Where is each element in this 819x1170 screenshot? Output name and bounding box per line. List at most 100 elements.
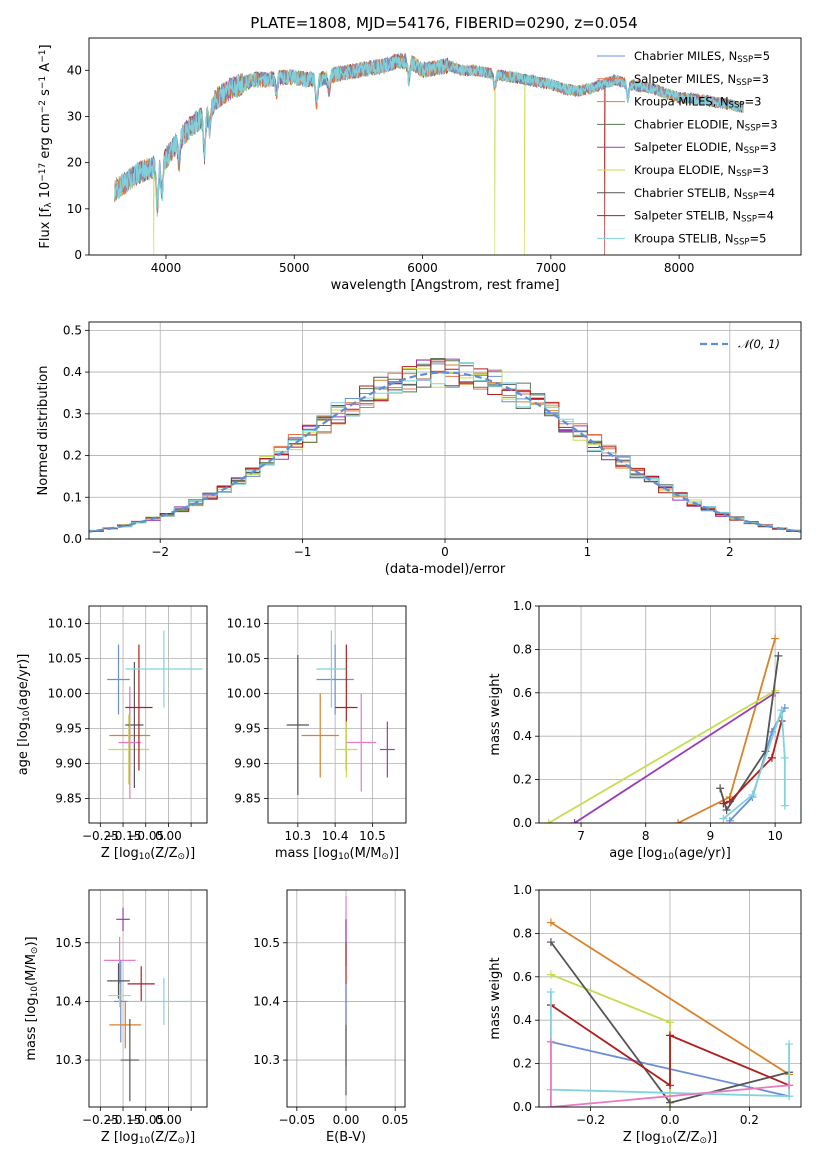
- weight-marker: [546, 1103, 555, 1107]
- legend-label: Chabrier ELODIE, NSSP=3: [634, 117, 778, 133]
- legend-name: Kroupa MILES, N: [634, 95, 729, 109]
- axes-frame: [538, 889, 802, 1108]
- y-tick-label: 0.4: [513, 729, 532, 743]
- label-segment: 10: [139, 1136, 151, 1146]
- x-tick-label: −0.2: [576, 1113, 605, 1127]
- weight-marker: [546, 987, 555, 996]
- label-segment: 10: [662, 852, 674, 862]
- label-segment: A: [38, 63, 53, 76]
- label-segment: log: [318, 846, 338, 861]
- age-vs-metallicity-panel: −0.25−0.15−0.050.00 9.85 9.90 9.95 10.00 10.0…: [16, 605, 208, 862]
- weight-vs-metallicity-panel: −0.2 0.0 0.2 0.0 0.2 0.4 0.6 0.8 1.0 Z [log10(Z/Z…: [488, 883, 802, 1146]
- axis-ticks: −0.25−0.15−0.050.00 9.85 9.90 9.95 10.00 10.0…: [48, 617, 192, 843]
- label-segment: )]: [707, 1130, 717, 1145]
- weight-marker: [785, 1040, 794, 1049]
- y-tick-label: 10.5: [253, 936, 280, 950]
- label-segment: log: [641, 1130, 661, 1145]
- label-segment: (data-model)/error: [385, 562, 506, 577]
- x-tick-label: 8000: [664, 261, 695, 275]
- weight-marker: [666, 1081, 674, 1090]
- legend-name: Chabrier MILES, N: [634, 49, 737, 63]
- x-axis-label: Z [log10(Z/Z⊙)]: [101, 846, 195, 862]
- legend-label: Chabrier MILES, NSSP=5: [634, 49, 770, 65]
- label-segment: log: [119, 1130, 139, 1145]
- y-tick-label: 10.10: [48, 617, 82, 631]
- x-tick-label: −0.15: [105, 1113, 142, 1127]
- label-segment: −1: [38, 50, 48, 63]
- label-segment: )]: [185, 846, 195, 861]
- x-tick-label: 0.00: [155, 1113, 182, 1127]
- x-tick-label: 9: [707, 829, 715, 843]
- grid-lines: [539, 605, 801, 824]
- y-tick-label: 9.95: [234, 722, 261, 736]
- y-tick-label: 10.00: [48, 687, 82, 701]
- y-tick-label: 0.8: [513, 642, 532, 656]
- axes-frame: [267, 605, 407, 824]
- y-tick-label: 10.10: [227, 617, 261, 631]
- age-vs-mass-panel: 10.3 10.4 10.5 9.85 9.90 9.95 10.00 10.05 10.10 m…: [227, 605, 407, 862]
- label-segment: )]: [185, 1130, 195, 1145]
- x-tick-label: −0.25: [82, 1113, 119, 1127]
- legend-label: 𝒩(0, 1): [738, 337, 780, 351]
- label-segment: 10: [38, 182, 53, 203]
- legend-name: Chabrier ELODIE, N: [634, 117, 745, 131]
- x-tick-label: 7: [577, 829, 585, 843]
- weight-marker: [719, 814, 728, 823]
- weight-marker: [767, 753, 776, 762]
- x-tick-label: 1: [584, 545, 592, 559]
- label-segment: mass [: [275, 846, 318, 861]
- x-tick-label: 0.00: [155, 829, 182, 843]
- legend-sub: SSP: [729, 101, 745, 111]
- x-tick-label: 5000: [279, 261, 310, 275]
- y-tick-label: 9.85: [55, 792, 82, 806]
- plot-area: [103, 907, 201, 1102]
- y-axis-label: mass weight: [488, 957, 503, 1039]
- label-segment: (Z/Z: [150, 1130, 177, 1145]
- y-axis-label: mass weight: [488, 673, 503, 755]
- label-segment: )]: [389, 846, 399, 861]
- x-axis-label: mass [log10(M/M⊙)]: [275, 846, 399, 862]
- plot-area: [546, 918, 794, 1107]
- label-segment: ⊙: [381, 852, 389, 862]
- y-tick-label: 0.2: [63, 449, 82, 463]
- label-segment: ⊙: [699, 1136, 707, 1146]
- weight-line-5: [550, 973, 671, 1107]
- y-tick-label: 0.0: [63, 532, 82, 546]
- y-tick-label: 0.0: [513, 816, 532, 830]
- legend-suffix: =3: [752, 72, 769, 86]
- y-tick-label: 10.4: [55, 994, 82, 1008]
- weight-line-9: [550, 1041, 790, 1107]
- legend-suffix: =3: [744, 95, 761, 109]
- label-segment: )]: [24, 936, 39, 946]
- legend-name: Salpeter ELODIE, N: [634, 140, 744, 154]
- weight-marker: [780, 753, 789, 762]
- legend-suffix: =5: [753, 49, 770, 63]
- grid-lines: [89, 890, 207, 1107]
- legend-sub: SSP: [744, 146, 760, 156]
- weight-marker: [674, 819, 683, 823]
- label-segment: (age/yr)]: [16, 654, 31, 711]
- figure-title: PLATE=1808, MJD=54176, FIBERID=0290, z=0…: [250, 14, 637, 32]
- x-tick-label: 10.5: [359, 829, 386, 843]
- axis-ticks: −0.25−0.15−0.050.00 10.3 10.4 10.5: [55, 936, 192, 1127]
- label-segment: −1: [38, 76, 48, 89]
- legend-name: Kroupa STELIB, N: [634, 231, 734, 245]
- plot-area: [114, 52, 744, 255]
- legend-suffix: =3: [752, 163, 769, 177]
- legend-suffix: =3: [761, 117, 778, 131]
- weight-line-7: [723, 720, 783, 805]
- x-tick-label: 4000: [151, 261, 182, 275]
- y-tick-label: 10.3: [253, 1053, 280, 1067]
- weight-line-6: [719, 655, 780, 813]
- x-tick-label: −1: [294, 545, 312, 559]
- y-tick-label: 0.4: [513, 1013, 532, 1027]
- weight-marker: [546, 918, 555, 927]
- y-tick-label: 0: [74, 248, 82, 262]
- label-segment: Z [: [623, 1130, 641, 1145]
- label-segment: 10: [661, 1136, 673, 1146]
- weight-marker: [785, 1081, 794, 1090]
- legend-suffix: =5: [749, 231, 766, 245]
- x-tick-label: 0.0: [660, 1113, 679, 1127]
- x-axis-label: wavelength [Angstrom, rest frame]: [331, 278, 560, 293]
- legend-sub: SSP: [736, 169, 752, 179]
